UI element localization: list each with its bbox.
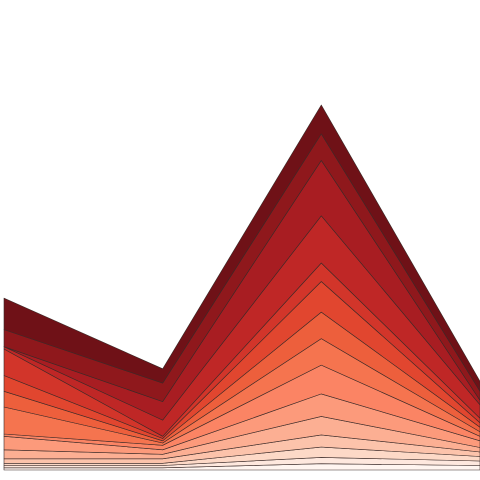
area-layer-15 xyxy=(3,104,480,392)
area-layers xyxy=(3,104,480,471)
